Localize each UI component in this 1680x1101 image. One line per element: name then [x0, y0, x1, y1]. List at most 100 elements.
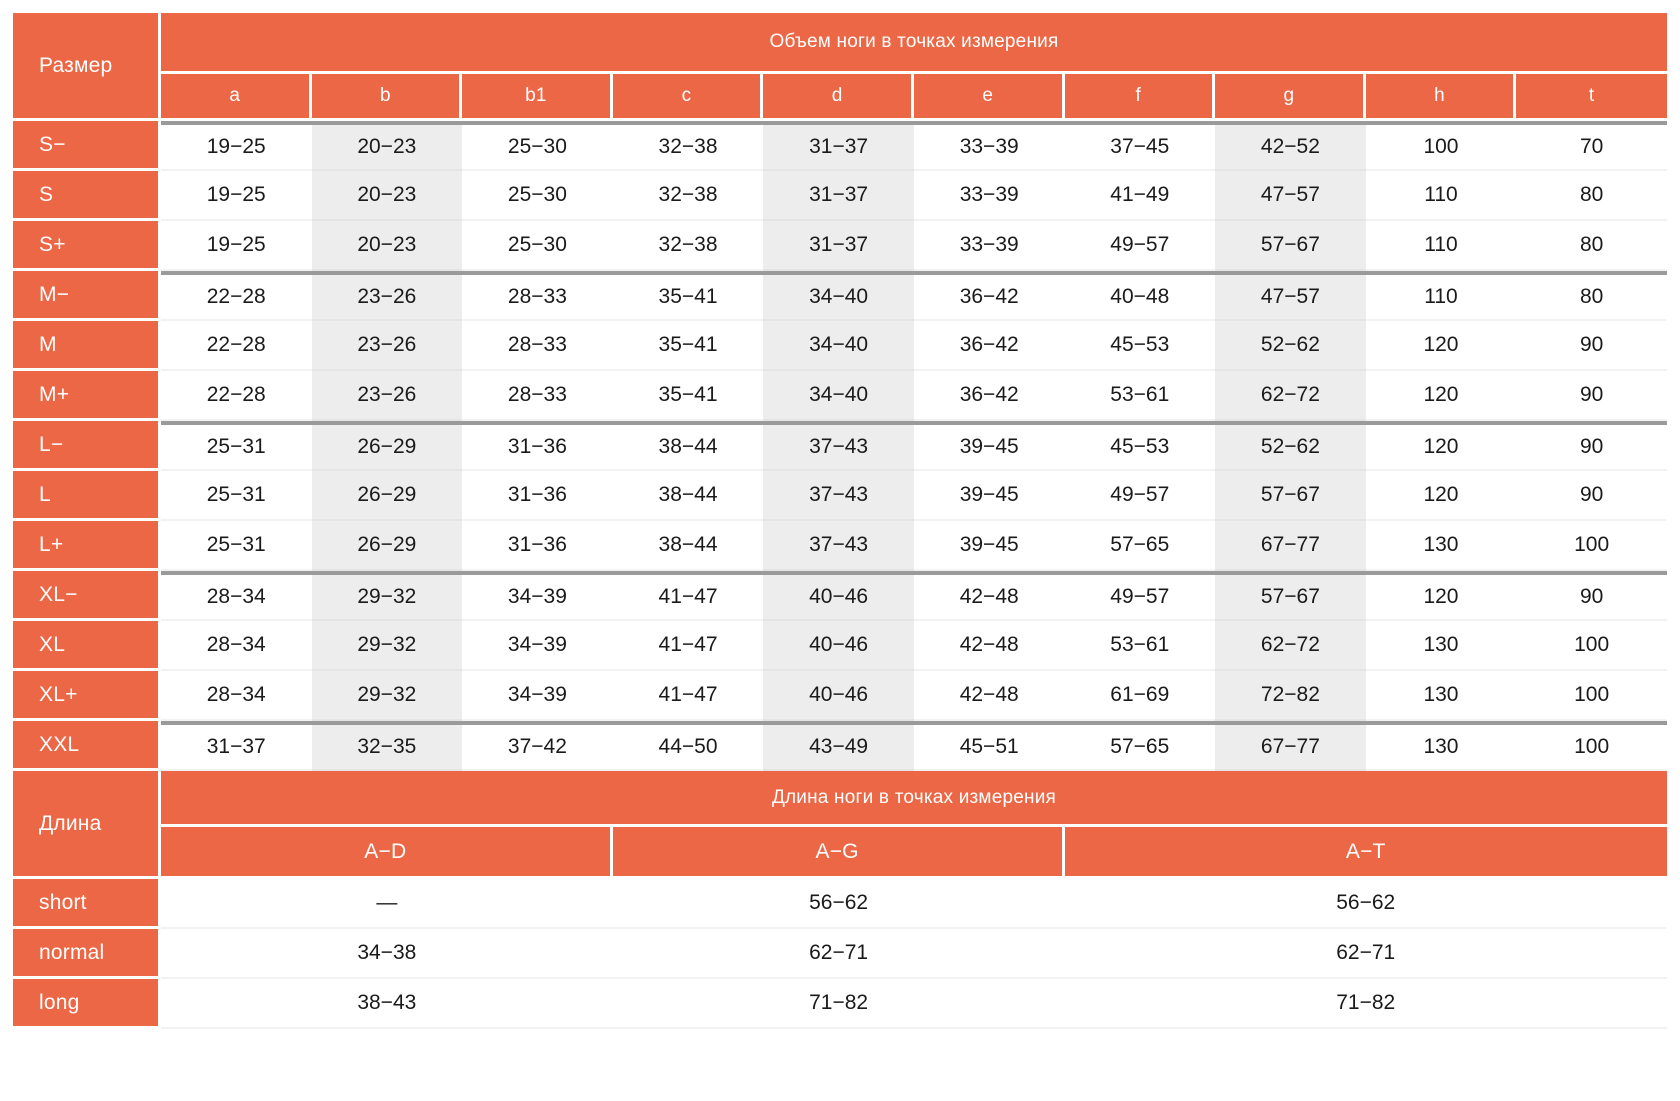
column-header-e: e — [913, 74, 1065, 121]
measurement-cell: 26−29 — [311, 521, 463, 571]
measurement-cell: 40−46 — [763, 671, 914, 721]
measurement-cell: 47−57 — [1215, 171, 1366, 221]
measurement-cell: 120 — [1365, 421, 1517, 471]
measurement-cell: 110 — [1365, 221, 1517, 271]
measurement-cell: 52−62 — [1215, 321, 1366, 371]
table-row: XL 28−34 29−32 34−39 41−47 40−46 42−48 53−61 62−… — [13, 621, 1667, 671]
measurement-cell: 100 — [1365, 121, 1517, 171]
measurement-cell: 49−57 — [1064, 221, 1216, 271]
size-chart-body: Размер Объем ноги в точках измерения a b… — [13, 13, 1667, 1029]
column-header-t: t — [1516, 74, 1667, 121]
measurement-cell: 41−49 — [1064, 171, 1216, 221]
measurement-cell: 57−67 — [1215, 471, 1366, 521]
column-header-f: f — [1064, 74, 1216, 121]
measurement-cell: 29−32 — [311, 621, 463, 671]
size-label-cell: M+ — [13, 371, 161, 421]
measurement-cell: 37−45 — [1064, 121, 1216, 171]
measurement-cell: 61−69 — [1064, 671, 1216, 721]
measurement-cell: 28−34 — [160, 621, 312, 671]
table-row: L+ 25−31 26−29 31−36 38−44 37−43 39−45 57−65 67−… — [13, 521, 1667, 571]
measurement-cell: 34−40 — [763, 271, 914, 321]
measurement-cell: 22−28 — [160, 321, 312, 371]
measurement-cell: 20−23 — [311, 171, 463, 221]
measurement-cell: 80 — [1516, 271, 1667, 321]
measurement-cell: 67−77 — [1215, 521, 1366, 571]
measurement-cell: 49−57 — [1064, 571, 1216, 621]
measurement-cell: 40−46 — [763, 571, 914, 621]
column-header-b: b — [311, 74, 463, 121]
length-cell: 38−43 — [160, 979, 613, 1029]
measurement-cell: 37−43 — [763, 471, 914, 521]
measurement-cell: 90 — [1516, 371, 1667, 421]
measurement-cell: 120 — [1365, 321, 1517, 371]
measurement-cell: 45−53 — [1064, 321, 1216, 371]
measurement-cell: 28−33 — [462, 271, 613, 321]
length-section-title: Длина ноги в точках измерения — [160, 771, 1667, 827]
measurement-cell: 100 — [1516, 521, 1667, 571]
measurement-cell: 34−39 — [462, 621, 613, 671]
measurement-cell: 37−42 — [462, 721, 613, 771]
table-row: L 25−31 26−29 31−36 38−44 37−43 39−45 49−57 57−6… — [13, 471, 1667, 521]
measurement-cell: 38−44 — [612, 521, 764, 571]
measurement-cell: 39−45 — [913, 421, 1065, 471]
table-row: short —56−62 56−62 — [13, 879, 1667, 929]
measurement-cell: 67−77 — [1215, 721, 1366, 771]
measurement-cell: 45−51 — [913, 721, 1065, 771]
table-row: M 22−28 23−26 28−33 35−41 34−40 36−42 45−53 52−6… — [13, 321, 1667, 371]
measurement-cell: 31−36 — [462, 421, 613, 471]
size-label-cell: M− — [13, 271, 161, 321]
measurement-cell: 31−37 — [763, 221, 914, 271]
size-label-cell: M — [13, 321, 161, 371]
measurement-cell: 57−65 — [1064, 721, 1216, 771]
measurement-cell: 47−57 — [1215, 271, 1366, 321]
measurement-cell: 39−45 — [913, 471, 1065, 521]
table-row: normal 34−38 62−71 62−71 — [13, 929, 1667, 979]
measurement-cell: 22−28 — [160, 271, 312, 321]
measurement-cell: 31−36 — [462, 471, 613, 521]
measurement-cell: 31−37 — [763, 121, 914, 171]
measurement-cell: 90 — [1516, 471, 1667, 521]
measurement-cell: 57−65 — [1064, 521, 1216, 571]
measurement-cell: 57−67 — [1215, 571, 1366, 621]
measurement-cell: 40−46 — [763, 621, 914, 671]
measurement-cell: 39−45 — [913, 521, 1065, 571]
measurement-cell: 62−72 — [1215, 621, 1366, 671]
table-row: long 38−43 71−82 71−82 — [13, 979, 1667, 1029]
measurement-cell: 52−62 — [1215, 421, 1366, 471]
measurement-cell: 100 — [1516, 621, 1667, 671]
column-header-b1: b1 — [462, 74, 613, 121]
measurement-cell: 120 — [1365, 571, 1517, 621]
length-cell: 71−82 — [612, 979, 1065, 1029]
measurement-cell: 100 — [1516, 721, 1667, 771]
column-header-c: c — [612, 74, 764, 121]
measurement-cell: 33−39 — [913, 171, 1065, 221]
size-label-cell: XL+ — [13, 671, 161, 721]
length-column-header: Длина — [13, 771, 161, 879]
length-cell: 34−38 — [160, 929, 613, 979]
measurement-cell: 70 — [1516, 121, 1667, 171]
measurement-cell: 25−30 — [462, 221, 613, 271]
length-title-row: Длина Длина ноги в точках измерения — [13, 771, 1667, 879]
table-row: S 19−25 20−23 25−30 32−38 31−37 33−39 41−49 47−5… — [13, 171, 1667, 221]
column-header-a: a — [160, 74, 312, 121]
size-label-cell: XL− — [13, 571, 161, 621]
measurement-cell: 25−30 — [462, 121, 613, 171]
measurement-cell: 32−35 — [311, 721, 463, 771]
measurement-cell: 53−61 — [1064, 371, 1216, 421]
measurement-cell: 34−40 — [763, 321, 914, 371]
measurement-cell: 90 — [1516, 421, 1667, 471]
measurement-cell: 35−41 — [612, 321, 764, 371]
measurement-cell: 33−39 — [913, 221, 1065, 271]
table-row: XL+ 28−34 29−32 34−39 41−47 40−46 42−48 61−69 72… — [13, 671, 1667, 721]
measurement-cell: 36−42 — [913, 371, 1065, 421]
measurement-cell: 20−23 — [311, 221, 463, 271]
measurement-cell: 19−25 — [160, 171, 312, 221]
measurement-cell: 36−42 — [913, 271, 1065, 321]
table-row: XXL 31−37 32−35 37−42 44−50 43−49 45−51 57−65 67… — [13, 721, 1667, 771]
measurement-cell: 62−72 — [1215, 371, 1366, 421]
measurement-cell: 90 — [1516, 571, 1667, 621]
measurement-cell: 34−39 — [462, 671, 613, 721]
measurement-cell: 32−38 — [612, 171, 764, 221]
table-row: M+ 22−28 23−26 28−33 35−41 34−40 36−42 53−61 62−… — [13, 371, 1667, 421]
